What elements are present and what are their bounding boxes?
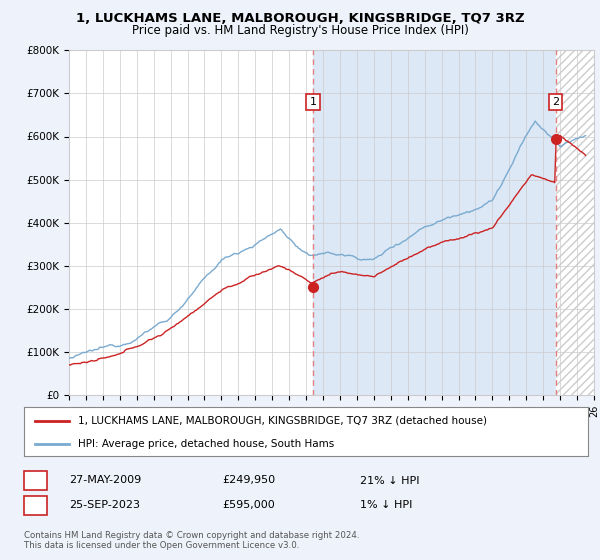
Text: 25-SEP-2023: 25-SEP-2023 bbox=[69, 500, 140, 510]
Text: 2: 2 bbox=[552, 97, 559, 107]
Text: £249,950: £249,950 bbox=[222, 475, 275, 486]
Text: £595,000: £595,000 bbox=[222, 500, 275, 510]
Text: 2: 2 bbox=[32, 500, 39, 510]
Text: Price paid vs. HM Land Registry's House Price Index (HPI): Price paid vs. HM Land Registry's House … bbox=[131, 24, 469, 36]
Text: 27-MAY-2009: 27-MAY-2009 bbox=[69, 475, 141, 486]
Text: 21% ↓ HPI: 21% ↓ HPI bbox=[360, 475, 419, 486]
Text: 1: 1 bbox=[32, 475, 39, 486]
Bar bbox=[556, 50, 594, 395]
Text: 1, LUCKHAMS LANE, MALBOROUGH, KINGSBRIDGE, TQ7 3RZ (detached house): 1, LUCKHAMS LANE, MALBOROUGH, KINGSBRIDG… bbox=[77, 416, 487, 426]
Text: 1: 1 bbox=[310, 97, 316, 107]
Text: Contains HM Land Registry data © Crown copyright and database right 2024.
This d: Contains HM Land Registry data © Crown c… bbox=[24, 531, 359, 550]
Bar bbox=[313, 50, 556, 395]
Bar bbox=[556, 50, 594, 395]
Text: HPI: Average price, detached house, South Hams: HPI: Average price, detached house, Sout… bbox=[77, 439, 334, 449]
Text: 1, LUCKHAMS LANE, MALBOROUGH, KINGSBRIDGE, TQ7 3RZ: 1, LUCKHAMS LANE, MALBOROUGH, KINGSBRIDG… bbox=[76, 12, 524, 25]
Text: 1% ↓ HPI: 1% ↓ HPI bbox=[360, 500, 412, 510]
